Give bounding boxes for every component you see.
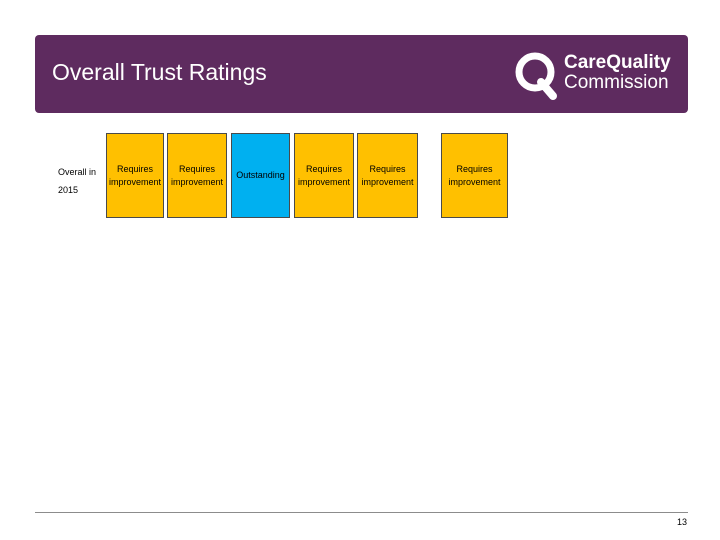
rating-cell-line2: improvement bbox=[170, 176, 224, 187]
row-label-line2: 2015 bbox=[58, 185, 79, 195]
rating-cell-2: Requires improvement bbox=[167, 133, 227, 218]
row-label-line1: Overall in bbox=[58, 167, 97, 177]
ratings-row-label: Overall in 2015 bbox=[58, 163, 96, 199]
cqc-q-logo-icon bbox=[515, 52, 557, 100]
rating-cell-line2: improvement bbox=[108, 176, 162, 187]
header-banner: Overall Trust Ratings CareQuality Commis… bbox=[35, 35, 688, 113]
rating-cell-line1: Requires bbox=[456, 163, 493, 174]
logo-text-line1: CareQuality bbox=[564, 52, 671, 73]
rating-cell-line1: Requires bbox=[369, 163, 406, 174]
logo-text-line2: Commission bbox=[564, 72, 669, 93]
rating-cell-line2: improvement bbox=[361, 176, 414, 187]
rating-cell-1: Requires improvement bbox=[106, 133, 164, 218]
rating-cell-line1: Requires bbox=[305, 163, 343, 174]
rating-cell-4: Requires improvement bbox=[294, 133, 354, 218]
page-title: Overall Trust Ratings bbox=[52, 59, 267, 85]
rating-cell-line1: Requires bbox=[178, 163, 216, 174]
page-number: 13 bbox=[676, 517, 687, 527]
rating-cell-3: Outstanding bbox=[231, 133, 290, 218]
rating-cell-6: Requires improvement bbox=[441, 133, 508, 218]
cqc-logo-text: CareQuality Commission bbox=[564, 53, 671, 93]
rating-cell-line1: Outstanding bbox=[236, 170, 285, 180]
rating-cell-line2: improvement bbox=[297, 176, 351, 187]
rating-cell-5: Requires improvement bbox=[357, 133, 418, 218]
cqc-logo: CareQuality Commission bbox=[513, 50, 675, 100]
rating-cell-line2: improvement bbox=[448, 176, 501, 187]
footer-divider bbox=[35, 512, 688, 513]
rating-cell-line1: Requires bbox=[116, 163, 154, 174]
